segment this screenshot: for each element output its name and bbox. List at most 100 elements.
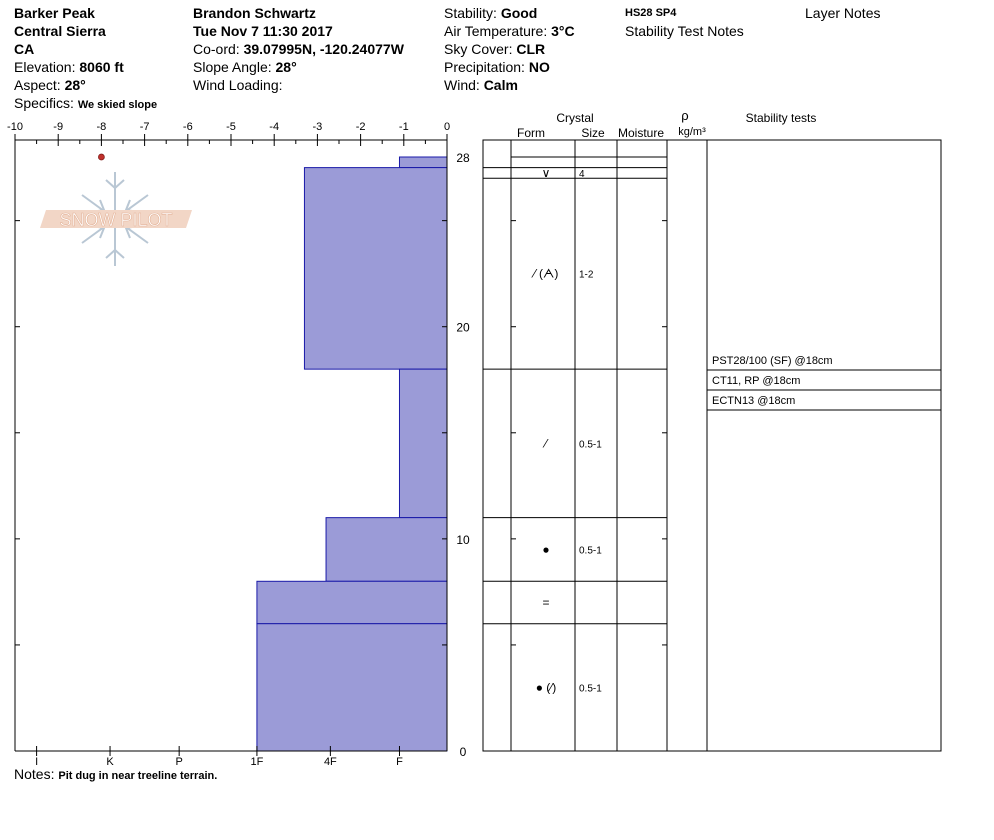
stability-label: Stability: xyxy=(444,5,497,21)
grain-form: ⁄ xyxy=(542,436,549,450)
specifics-label: Specifics: xyxy=(14,95,74,111)
temp-tick-label: -10 xyxy=(7,121,23,133)
grain-form: ⁄ (ᗅ) xyxy=(531,267,559,281)
specifics-row: Specifics: We skied slope xyxy=(14,94,157,114)
depth-tick-label: 28 xyxy=(456,151,470,165)
precip-label: Precipitation: xyxy=(444,59,525,75)
grain-form: ● (⁄) xyxy=(536,680,557,694)
range-name: Central Sierra xyxy=(14,23,106,39)
temp-tick-label: -8 xyxy=(97,121,107,133)
hardness-tick-label: 4F xyxy=(324,756,337,768)
observation-datetime: Tue Nov 7 11:30 2017 xyxy=(193,23,333,39)
stability-test-notes-label: Stability Test Notes xyxy=(625,23,744,39)
hs-sp-label: HS28 SP4 xyxy=(625,7,677,19)
temp-tick-label: -2 xyxy=(356,121,366,133)
precip-value: NO xyxy=(528,59,550,75)
coord-value: 39.07995N, -120.24077W xyxy=(243,41,404,57)
hardness-tick-label: 1F xyxy=(250,756,263,768)
grain-size: 1-2 xyxy=(579,270,594,281)
slope-label: Slope Angle: xyxy=(193,59,272,75)
sky-label: Sky Cover: xyxy=(444,41,513,57)
stability-row: Stability: Good xyxy=(444,4,575,22)
elevation-row: Elevation: 8060 ft xyxy=(14,58,157,76)
air-temp-label: Air Temperature: xyxy=(444,23,548,39)
slope-value: 28° xyxy=(275,59,297,75)
grain-form: = xyxy=(542,596,549,610)
temp-tick-label: -9 xyxy=(53,121,63,133)
wind-value: Calm xyxy=(483,77,518,93)
snowpilot-logo: SNOW PILOT xyxy=(40,172,192,266)
temp-tick-label: -1 xyxy=(399,121,409,133)
grain-form: ∨ xyxy=(542,166,551,180)
header-observer-block: Brandon Schwartz Tue Nov 7 11:30 2017 Co… xyxy=(193,4,404,94)
stability-test-entry: CT11, RP @18cm xyxy=(712,375,800,387)
stability-test-entry: PST28/100 (SF) @18cm xyxy=(712,355,833,367)
hardness-tick-label: P xyxy=(175,756,182,768)
hardness-bar xyxy=(398,156,448,169)
temp-tick-label: -7 xyxy=(140,121,150,133)
hardness-bar xyxy=(256,580,448,625)
wind-loading-row: Wind Loading: xyxy=(193,76,404,94)
sky-value: CLR xyxy=(516,41,546,57)
density-rho-header: ρ xyxy=(681,108,688,123)
air-temp-value: 3°C xyxy=(551,23,575,39)
air-temp-row: Air Temperature: 3°C xyxy=(444,22,575,40)
header-location-block: Barker Peak Central Sierra CA Elevation:… xyxy=(14,4,157,114)
logo-banner xyxy=(40,210,192,228)
elevation-value: 8060 ft xyxy=(79,59,124,75)
depth-tick-label: 10 xyxy=(456,533,470,547)
grain-size: 0.5-1 xyxy=(579,545,602,556)
grain-form: ● xyxy=(542,542,549,556)
grain-size: 0.5-1 xyxy=(579,683,602,694)
specifics-value: We skied slope xyxy=(77,99,158,111)
wind-row: Wind: Calm xyxy=(444,76,575,94)
hardness-bar xyxy=(256,623,448,752)
notes-value: Pit dug in near treeline terrain. xyxy=(58,770,218,782)
precip-row: Precipitation: NO xyxy=(444,58,575,76)
header-notes-block: HS28 SP4 Stability Test Notes xyxy=(625,4,744,40)
depth-tick-label: 20 xyxy=(456,321,470,335)
aspect-row: Aspect: 28° xyxy=(14,76,157,94)
hardness-bar xyxy=(325,517,448,582)
aspect-value: 28° xyxy=(64,77,86,93)
wind-loading-label: Wind Loading: xyxy=(193,77,283,93)
moisture-header: Moisture xyxy=(618,126,664,140)
slope-row: Slope Angle: 28° xyxy=(193,58,404,76)
form-header: Form xyxy=(517,126,545,140)
size-header: Size xyxy=(581,126,605,140)
stability-value: Good xyxy=(500,5,538,21)
hardness-tick-label: I xyxy=(35,756,38,768)
observer-name: Brandon Schwartz xyxy=(193,5,316,21)
state-name: CA xyxy=(14,41,35,57)
coord-row: Co-ord: 39.07995N, -120.24077W xyxy=(193,40,404,58)
hardness-tick-label: K xyxy=(106,756,114,768)
elevation-label: Elevation: xyxy=(14,59,76,75)
crystal-header: Crystal xyxy=(556,111,593,125)
coord-label: Co-ord: xyxy=(193,41,240,57)
temp-tick-label: -5 xyxy=(226,121,236,133)
temp-tick-label: -6 xyxy=(183,121,193,133)
layer-table-frame xyxy=(482,139,942,752)
location-name: Barker Peak xyxy=(14,5,95,21)
notes-row: Notes: Pit dug in near treeline terrain. xyxy=(14,765,217,785)
header-conditions-block: Stability: Good Air Temperature: 3°C Sky… xyxy=(444,4,575,94)
logo-text: SNOW PILOT xyxy=(59,210,172,230)
sky-row: Sky Cover: CLR xyxy=(444,40,575,58)
hardness-tick-label: F xyxy=(396,756,403,768)
depth-tick-label: 0 xyxy=(460,745,467,759)
layer-notes-label: Layer Notes xyxy=(805,5,881,21)
density-unit-header: kg/m³ xyxy=(678,126,706,138)
stability-test-entry: ECTN13 @18cm xyxy=(712,395,795,407)
temp-tick-label: -3 xyxy=(313,121,323,133)
temperature-point xyxy=(98,153,105,161)
grain-size: 4 xyxy=(579,169,585,180)
temp-tick-label: -4 xyxy=(269,121,279,133)
hardness-bar xyxy=(398,368,448,519)
wind-label: Wind: xyxy=(444,77,480,93)
notes-label: Notes: xyxy=(14,766,55,782)
stability-tests-header: Stability tests xyxy=(746,111,817,125)
hardness-bar xyxy=(303,167,448,370)
aspect-label: Aspect: xyxy=(14,77,61,93)
temp-tick-label: 0 xyxy=(444,121,450,133)
